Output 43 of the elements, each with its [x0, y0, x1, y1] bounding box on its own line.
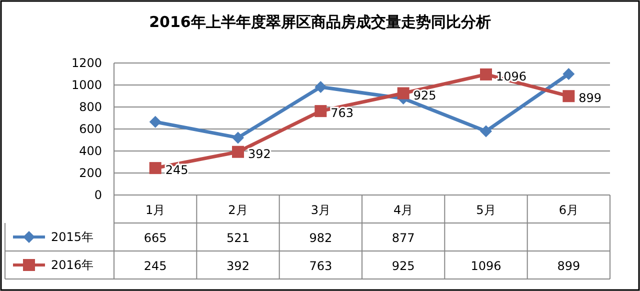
text: 763 [330, 106, 354, 120]
text: 925 [413, 88, 436, 102]
point [149, 162, 162, 174]
point [562, 90, 575, 102]
data-label: 899 [557, 259, 580, 273]
y-tick-label: 0 [94, 188, 102, 202]
x-tick-label: 1月 [146, 203, 166, 217]
data-label: 877 [392, 231, 415, 245]
text: 245 [165, 163, 188, 178]
point [232, 146, 244, 158]
y-tick-label: 800 [79, 100, 102, 114]
text: 392 [248, 146, 271, 161]
data-label: 521 [226, 231, 250, 245]
text: 899 [578, 91, 602, 106]
data-label: 392 [226, 259, 250, 273]
x-tick-label: 5月 [476, 203, 496, 217]
text: 1096 [496, 69, 527, 84]
point [562, 68, 575, 80]
x-tick-label: 3月 [310, 203, 330, 217]
chart-title: 2016年上半年度翠屏区商品房成交量走势同比分析 [149, 13, 491, 31]
point [314, 105, 327, 118]
data-label: 245 [144, 259, 167, 273]
x-tick-label: 2月 [228, 203, 248, 217]
x-tick-label: 6月 [558, 203, 578, 217]
point [480, 68, 492, 80]
data-label: 982 [309, 231, 332, 245]
point [397, 87, 410, 100]
y-tick-label: 400 [79, 144, 102, 158]
data-label: 763 [309, 259, 332, 273]
y-tick-label: 600 [79, 122, 102, 136]
point [149, 116, 162, 128]
y-tick-label: 1200 [71, 56, 102, 70]
legend-label: 2016年 [51, 258, 94, 272]
data-label: 925 [392, 259, 415, 273]
data-label: 665 [144, 231, 167, 245]
y-tick-label: 1000 [71, 78, 102, 92]
point [314, 80, 327, 93]
data-label: 1096 [470, 259, 502, 273]
legend-label: 2015年 [51, 230, 94, 244]
y-tick-label: 200 [79, 166, 102, 180]
point [232, 132, 244, 144]
point [480, 125, 492, 138]
x-tick-label: 4月 [394, 203, 414, 217]
